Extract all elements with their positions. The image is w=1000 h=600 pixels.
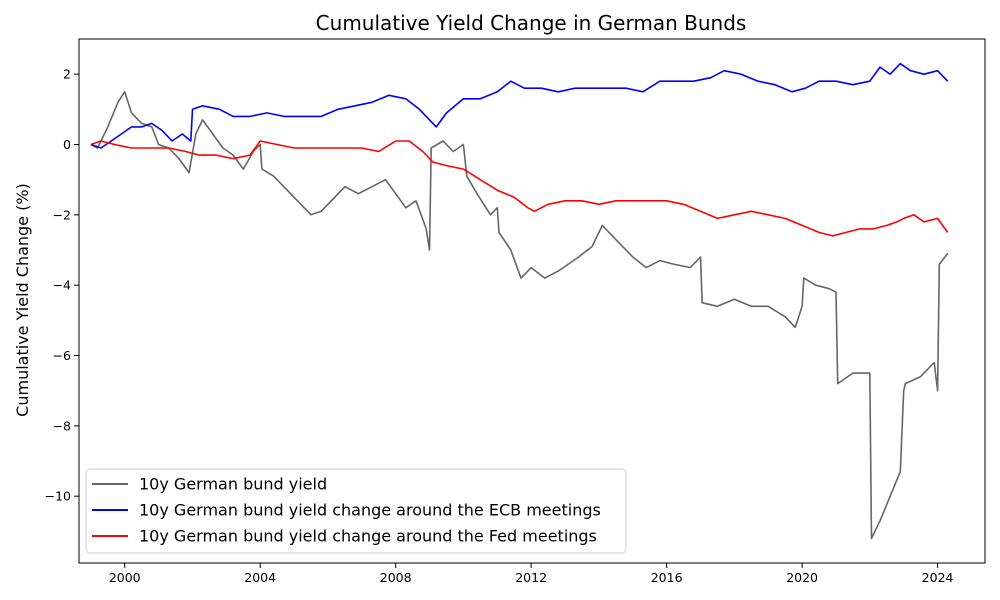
legend-label-2: 10y German bund yield change around the … [139, 501, 601, 520]
series-line-3 [90, 140, 949, 237]
series-layer [90, 62, 949, 540]
y-tick-label: −8 [53, 418, 71, 433]
series-line-2 [90, 62, 949, 149]
legend-items: 10y German bund yield 10y German bund yie… [92, 475, 601, 546]
legend-frame [85, 468, 627, 554]
x-tick-label: 2024 [922, 570, 954, 585]
legend: 10y German bund yield 10y German bund yie… [85, 468, 627, 554]
series-line-1 [90, 91, 949, 540]
y-tick-label: −4 [53, 278, 71, 293]
x-tick-label: 2020 [786, 570, 818, 585]
chart-title: Cumulative Yield Change in German Bunds [316, 11, 747, 35]
y-tick-label: 2 [63, 67, 71, 82]
x-tick-label: 2008 [380, 570, 412, 585]
x-tick-label: 2004 [244, 570, 276, 585]
x-tick-label: 2012 [515, 570, 547, 585]
legend-label-1: 10y German bund yield [139, 475, 327, 494]
x-tick-label: 2000 [109, 570, 141, 585]
y-axis-label: Cumulative Yield Change (%) [13, 183, 32, 417]
y-tick-label: −2 [53, 207, 71, 222]
y-tick-label: −10 [45, 489, 71, 504]
y-tick-label: 0 [63, 137, 71, 152]
plot-frame [78, 38, 986, 564]
x-tick-label: 2016 [651, 570, 683, 585]
legend-label-3: 10y German bund yield change around the … [139, 527, 597, 546]
y-tick-label: −6 [53, 348, 71, 363]
axes-layer: 2000 2004 2008 2012 2016 2020 2024 2 0 −2 −4 −6 −8 −1… [45, 38, 986, 585]
